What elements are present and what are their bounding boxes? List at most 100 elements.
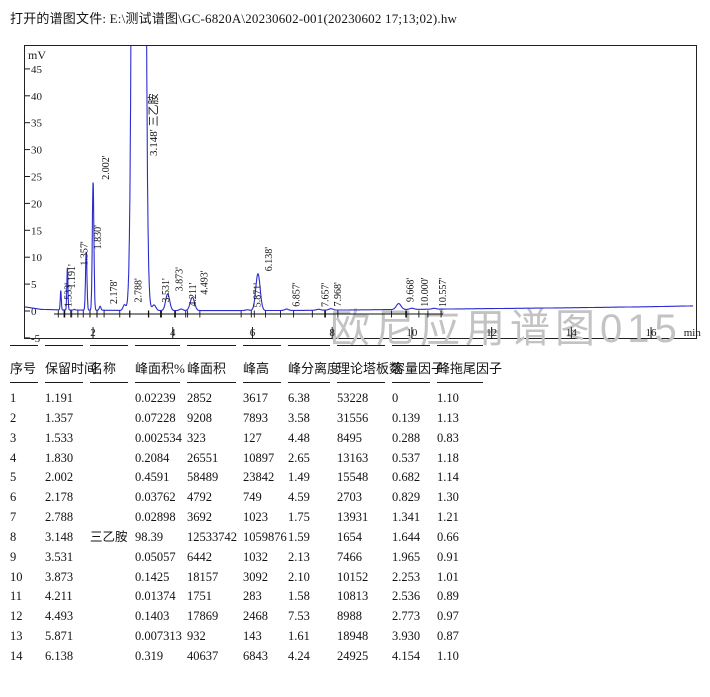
peak-label: 1.830' (93, 225, 104, 250)
chromatogram-panel: 欧尼应用谱图015 45 40 35 30 25 20 15 10 5 0 -5 mV 2 4 6 8 10 12… (24, 45, 701, 351)
table-cell: 1.75 (288, 510, 310, 525)
table-cell (90, 587, 135, 607)
table-row: 3 1.533 0.002534 323 127 4.48 8495 0.288 0.83 (10, 429, 492, 449)
table-cell: 1.191 (45, 391, 74, 405)
table-cell: 3.930 (392, 629, 421, 644)
table-cell: 0.83 (437, 430, 459, 445)
table-cell: 8495 (337, 430, 362, 445)
y-tick-label: 40 (31, 91, 43, 103)
table-cell: 127 (243, 430, 262, 445)
table-cell: 10897 (243, 450, 275, 465)
column-header: 峰拖尾因子 (437, 361, 503, 376)
table-cell: 12533742 (187, 529, 237, 544)
table-cell: 0.002534 (135, 430, 182, 445)
table-cell: 2468 (243, 609, 268, 624)
table-cell: 1.357 (45, 410, 74, 425)
table-cell: 三乙胺 (90, 529, 128, 544)
table-cell (90, 607, 135, 627)
table-rule (10, 345, 492, 346)
table-cell: 2.13 (288, 549, 310, 564)
table-cell: 3.531 (45, 549, 74, 564)
table-row: 14 6.138 0.319 40637 6843 4.24 24925 4.154 1.10 (10, 647, 492, 667)
table-cell: 4.24 (288, 648, 310, 663)
table-cell: 0.02239 (135, 391, 176, 405)
table-cell: 0.05057 (135, 549, 176, 564)
table-cell: 11 (10, 589, 23, 604)
table-cell: 6.38 (288, 391, 310, 405)
table-cell: 0.89 (437, 589, 459, 604)
x-tick-label: 8 (329, 327, 335, 339)
table-cell: 0.07228 (135, 410, 176, 425)
y-tick-label: 25 (31, 172, 43, 184)
table-cell (90, 488, 135, 508)
column-header: 峰分离度 (288, 361, 341, 376)
table-cell: 0.01374 (135, 589, 176, 604)
table-cell: 2.773 (392, 609, 421, 624)
table-cell: 0.288 (392, 430, 421, 445)
peak-label: 6.857' (292, 282, 303, 307)
table-cell: 1.59 (288, 529, 310, 544)
y-tick-label: 0 (31, 306, 37, 318)
table-cell: 0.87 (437, 629, 459, 644)
table-cell: 7466 (337, 549, 362, 564)
peak-label: 1.533' (63, 283, 74, 308)
table-cell: 1654 (337, 529, 362, 544)
table-cell: 0.1425 (135, 569, 170, 584)
table-row: 7 2.788 0.02898 3692 1023 1.75 13931 1.341 1.21 (10, 508, 492, 528)
table-cell (90, 568, 135, 588)
table-cell (90, 468, 135, 488)
table-cell: 0.91 (437, 549, 459, 564)
table-cell: 4.493 (45, 609, 74, 624)
table-row: 9 3.531 0.05057 6442 1032 2.13 7466 1.965 0.91 (10, 548, 492, 568)
table-cell: 26551 (187, 450, 219, 465)
table-cell: 3.58 (288, 410, 310, 425)
table-cell: 1.341 (392, 510, 421, 525)
x-axis-unit: min (684, 327, 702, 339)
column-header: 序号 (10, 361, 37, 376)
table-cell: 1.01 (437, 569, 459, 584)
table-cell: 9 (10, 549, 17, 564)
signal-trace (25, 46, 694, 312)
y-tick-label: 45 (31, 64, 43, 76)
table-cell: 53228 (337, 391, 369, 405)
table-cell: 0.319 (135, 648, 164, 663)
table-row: 11 4.211 0.01374 1751 283 1.58 10813 2.536 0.89 (10, 587, 492, 607)
x-tick-label: 6 (250, 327, 256, 339)
table-row: 2 1.357 0.07228 9208 7893 3.58 31556 0.139 1.13 (10, 409, 492, 429)
x-tick-label: 16 (646, 327, 658, 339)
table-row: 12 4.493 0.1403 17869 2468 7.53 8988 2.773 0.97 (10, 607, 492, 627)
y-axis-unit: mV (28, 48, 46, 62)
table-cell: 58489 (187, 470, 219, 485)
table-cell: 0 (392, 391, 399, 405)
table-cell: 24925 (337, 648, 369, 663)
peak-label: 7.968' (333, 282, 344, 307)
table-cell: 13 (10, 629, 23, 644)
table-cell: 4.48 (288, 430, 310, 445)
x-tick-label: 10 (406, 327, 418, 339)
peak-label: 10.000' (420, 277, 431, 307)
table-cell: 2.65 (288, 450, 310, 465)
peak-label: 9.668' (406, 278, 417, 303)
table-cell: 15548 (337, 470, 369, 485)
column-header: 峰面积% (135, 361, 185, 376)
table-cell: 4.154 (392, 648, 421, 663)
table-cell: 10 (10, 569, 23, 584)
x-tick-label: 14 (566, 327, 578, 339)
y-tick-label: 20 (31, 198, 43, 210)
table-cell: 7 (10, 510, 17, 525)
table-cell: 143 (243, 629, 262, 644)
table-cell: 0.2084 (135, 450, 170, 465)
table-cell: 2.178 (45, 490, 74, 505)
table-cell (90, 389, 135, 409)
table-cell: 1.10 (437, 648, 459, 663)
table-cell: 3092 (243, 569, 268, 584)
table-cell: 1.830 (45, 450, 74, 465)
peak-label-named: 3.148' 三乙胺 (146, 94, 160, 156)
table-cell: 1032 (243, 549, 268, 564)
table-cell: 40637 (187, 648, 219, 663)
table-cell: 1.49 (288, 470, 310, 485)
table-cell: 5 (10, 470, 17, 485)
peak-label: 1.357' (79, 241, 90, 266)
x-tick-label: 2 (90, 327, 96, 339)
table-cell: 5.871 (45, 629, 74, 644)
